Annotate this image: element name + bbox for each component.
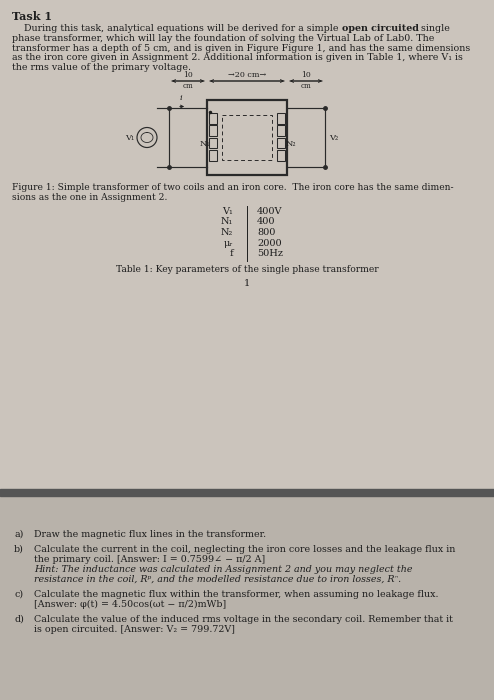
Bar xyxy=(0,489,494,496)
Text: →20 cm→: →20 cm→ xyxy=(228,71,266,79)
Text: μᵣ: μᵣ xyxy=(223,239,233,248)
Text: N₂: N₂ xyxy=(221,228,233,237)
Text: 10: 10 xyxy=(301,71,311,79)
Text: i: i xyxy=(180,94,182,102)
Bar xyxy=(277,125,285,136)
Text: f: f xyxy=(229,249,233,258)
Text: cm: cm xyxy=(301,82,311,90)
Text: Hint: The inductance was calculated in Assignment 2 and you may neglect the: Hint: The inductance was calculated in A… xyxy=(34,565,412,574)
Bar xyxy=(277,113,285,124)
Text: the rms value of the primary voltage.: the rms value of the primary voltage. xyxy=(12,63,191,72)
Text: Calculate the value of the induced rms voltage in the secondary coil. Remember t: Calculate the value of the induced rms v… xyxy=(34,615,453,624)
Bar xyxy=(209,137,217,148)
Text: Draw the magnetic flux lines in the transformer.: Draw the magnetic flux lines in the tran… xyxy=(34,530,266,539)
Text: 10: 10 xyxy=(183,71,193,79)
Text: 400: 400 xyxy=(257,218,276,227)
Bar xyxy=(209,125,217,136)
Text: d): d) xyxy=(14,615,24,624)
Text: N₁: N₁ xyxy=(200,139,210,148)
Text: 800: 800 xyxy=(257,228,275,237)
Text: 400V: 400V xyxy=(257,207,283,216)
Text: sions as the one in Assignment 2.: sions as the one in Assignment 2. xyxy=(12,193,167,202)
Bar xyxy=(207,100,287,175)
Bar xyxy=(0,0,494,492)
Text: single: single xyxy=(418,24,450,33)
Text: [Answer: φ(t) = 4.50cos(ωt − π/2)mWb]: [Answer: φ(t) = 4.50cos(ωt − π/2)mWb] xyxy=(34,600,226,609)
Text: a): a) xyxy=(14,530,23,539)
Bar xyxy=(209,150,217,160)
Text: V₂: V₂ xyxy=(329,134,338,141)
Text: V₁: V₁ xyxy=(125,134,134,141)
Text: V₁: V₁ xyxy=(222,207,233,216)
Text: N₂: N₂ xyxy=(286,139,296,148)
Bar xyxy=(277,137,285,148)
Text: cm: cm xyxy=(183,82,193,90)
Text: as the iron core given in Assignment 2. Additional information is given in Table: as the iron core given in Assignment 2. … xyxy=(12,53,463,62)
Text: transformer has a depth of 5 cm, and is given in Figure Figure 1, and has the sa: transformer has a depth of 5 cm, and is … xyxy=(12,43,470,52)
Text: Table 1: Key parameters of the single phase transformer: Table 1: Key parameters of the single ph… xyxy=(116,265,378,274)
Text: 2000: 2000 xyxy=(257,239,282,248)
Text: open circuited: open circuited xyxy=(341,24,418,33)
Text: the primary coil. [Answer: I = 0.7599∠ − π/2 A]: the primary coil. [Answer: I = 0.7599∠ −… xyxy=(34,555,265,564)
Text: Task 1: Task 1 xyxy=(12,11,52,22)
Bar xyxy=(222,115,272,160)
Text: Figure 1: Simple transformer of two coils and an iron core.  The iron core has t: Figure 1: Simple transformer of two coil… xyxy=(12,183,453,192)
Text: N₁: N₁ xyxy=(221,218,233,227)
Text: phase transformer, which will lay the foundation of solving the Virtual Lab of L: phase transformer, which will lay the fo… xyxy=(12,34,434,43)
Text: 50Hz: 50Hz xyxy=(257,249,283,258)
Bar xyxy=(209,113,217,124)
Text: Calculate the current in the coil, neglecting the iron core losses and the leaka: Calculate the current in the coil, negle… xyxy=(34,545,455,554)
Text: 1: 1 xyxy=(244,279,250,288)
Text: During this task, analytical equations will be derived for a simple: During this task, analytical equations w… xyxy=(12,24,341,33)
Text: is open circuited. [Answer: V₂ = 799.72V]: is open circuited. [Answer: V₂ = 799.72V… xyxy=(34,625,235,634)
Bar xyxy=(277,150,285,160)
Text: b): b) xyxy=(14,545,24,554)
Text: c): c) xyxy=(14,590,23,599)
Text: resistance in the coil, Rᵖ, and the modelled resistance due to iron losses, Rᵔ.: resistance in the coil, Rᵖ, and the mode… xyxy=(34,575,401,584)
Text: Calculate the magnetic flux within the transformer, when assuming no leakage flu: Calculate the magnetic flux within the t… xyxy=(34,590,439,599)
